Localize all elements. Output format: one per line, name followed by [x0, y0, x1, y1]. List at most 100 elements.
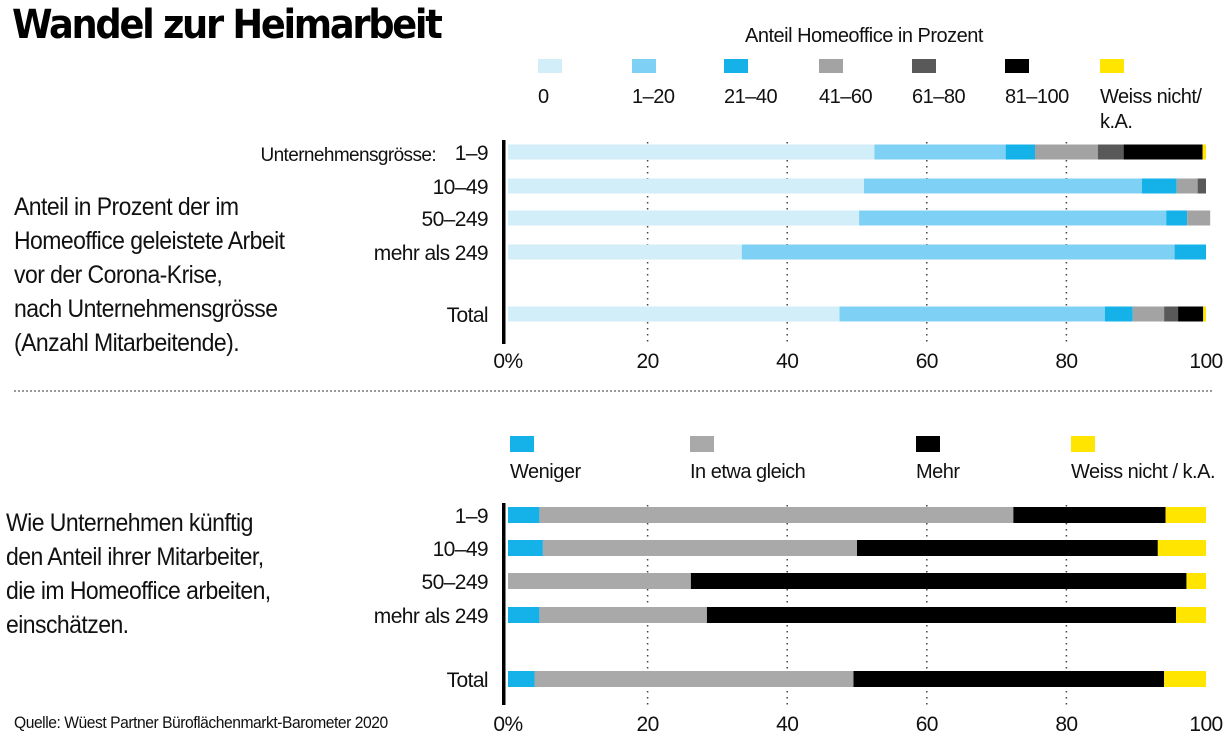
bar-segment: [508, 607, 540, 623]
bar-segment: [706, 607, 1176, 623]
legend-swatch: [1071, 436, 1095, 452]
legend-label: In etwa gleich: [690, 461, 805, 483]
tick-label: 100: [1189, 713, 1222, 736]
bar-segment: [859, 210, 1167, 226]
bar-segment: [863, 178, 1142, 194]
legend-swatch: [690, 436, 714, 452]
bar-segment: [1034, 144, 1098, 160]
bar-segment: [741, 244, 1175, 260]
description-line: Homeoffice geleistete Arbeit: [14, 227, 285, 255]
tick-label: 20: [637, 713, 659, 736]
legend-swatch: [724, 59, 748, 73]
bar-segment: [1178, 306, 1204, 322]
bar-segment: [539, 507, 1014, 523]
legend-swatch: [819, 59, 843, 73]
chart-title: Wandel zur Heimarbeit: [12, 2, 443, 48]
bar-segment: [1013, 507, 1166, 523]
bar-segment: [1141, 178, 1177, 194]
tick-label: 0%: [493, 350, 522, 373]
tick-label: 80: [1055, 350, 1077, 373]
bar-segment: [1164, 671, 1206, 687]
section-divider: [14, 390, 1212, 392]
source-note: Quelle: Wüest Partner Büroflächenmarkt-B…: [14, 713, 388, 732]
description-line: Anteil in Prozent der im: [14, 193, 239, 221]
legend-label: 1–20: [632, 86, 675, 108]
category-label: Total: [447, 304, 488, 327]
bar-segment: [508, 144, 875, 160]
bar-segment: [1203, 306, 1206, 322]
legend-label: Weniger: [510, 461, 581, 483]
tick-label: 20: [637, 350, 659, 373]
legend-label: 21–40: [724, 86, 777, 108]
bar-segment: [542, 540, 857, 556]
bar-segment: [1123, 144, 1203, 160]
tick-label: 60: [916, 713, 938, 736]
bar-segment: [1005, 144, 1035, 160]
bar-segment: [508, 671, 535, 687]
bar-segment: [508, 244, 742, 260]
bar-segment: [1104, 306, 1133, 322]
legend-swatch: [1100, 59, 1124, 73]
category-label: 1–9: [455, 142, 488, 165]
description-line: die im Homeoffice arbeiten,: [6, 577, 271, 605]
bar-segment: [1197, 178, 1206, 194]
legend-swatch: [632, 59, 656, 73]
bar-segment: [1165, 507, 1206, 523]
category-label: 10–49: [433, 538, 488, 561]
bar-segment: [1175, 607, 1206, 623]
description-line: nach Unternehmensgrösse: [14, 295, 278, 323]
legend-swatch: [1005, 59, 1029, 73]
axis-baseline: [502, 503, 506, 705]
bar-segment: [1202, 144, 1206, 160]
description-line: einschätzen.: [6, 611, 129, 639]
legend-swatch: [510, 436, 534, 452]
bar-segment: [1132, 306, 1165, 322]
bar-segment: [1174, 244, 1206, 260]
bar-segment: [1157, 540, 1206, 556]
category-label: mehr als 249: [374, 242, 488, 265]
legend-title: Anteil Homeoffice in Prozent: [745, 25, 984, 47]
bar-segment: [1164, 306, 1179, 322]
bar-segment: [534, 671, 854, 687]
bar-segment: [1187, 210, 1211, 226]
legend-swatch: [538, 59, 562, 73]
legend-label: 61–80: [912, 86, 965, 108]
bar-segment: [1186, 573, 1206, 589]
bar-segment: [839, 306, 1105, 322]
description-line: den Anteil ihrer Mitarbeiter,: [6, 543, 264, 571]
bar-segment: [1166, 210, 1188, 226]
category-prefix: Unternehmensgrösse:: [260, 145, 436, 166]
description-line: vor der Corona-Krise,: [14, 261, 223, 289]
tick-label: 80: [1055, 713, 1077, 736]
bar-segment: [874, 144, 1006, 160]
tick-label: 40: [776, 350, 798, 373]
bar-segment: [508, 573, 691, 589]
legend-label: Weiss nicht/: [1100, 86, 1202, 108]
tick-label: 60: [916, 350, 938, 373]
axis-baseline: [502, 140, 506, 344]
legend-swatch: [916, 436, 940, 452]
legend-label: 41–60: [819, 86, 872, 108]
category-label: 50–249: [422, 208, 488, 231]
bar-segment: [690, 573, 1187, 589]
description-line: Wie Unternehmen künftig: [6, 509, 253, 537]
legend-swatch: [912, 59, 936, 73]
legend-label: 0: [538, 86, 549, 108]
bar-segment: [508, 178, 864, 194]
bar-segment: [1097, 144, 1124, 160]
bar-segment: [508, 507, 540, 523]
category-label: 10–49: [433, 176, 488, 199]
description-line: (Anzahl Mitarbeitende).: [14, 329, 240, 357]
bar-segment: [1176, 178, 1198, 194]
bar-segment: [508, 540, 543, 556]
bar-segment: [853, 671, 1165, 687]
bar-segment: [508, 210, 860, 226]
chart1-description: Anteil in Prozent der im Homeoffice gele…: [14, 190, 285, 360]
bar-segment: [539, 607, 707, 623]
category-label: 50–249: [422, 571, 488, 594]
tick-label: 100: [1189, 350, 1222, 373]
legend-label: 81–100: [1005, 86, 1069, 108]
chart2-description: Wie Unternehmen künftig den Anteil ihrer…: [6, 506, 271, 642]
tick-label: 40: [776, 713, 798, 736]
